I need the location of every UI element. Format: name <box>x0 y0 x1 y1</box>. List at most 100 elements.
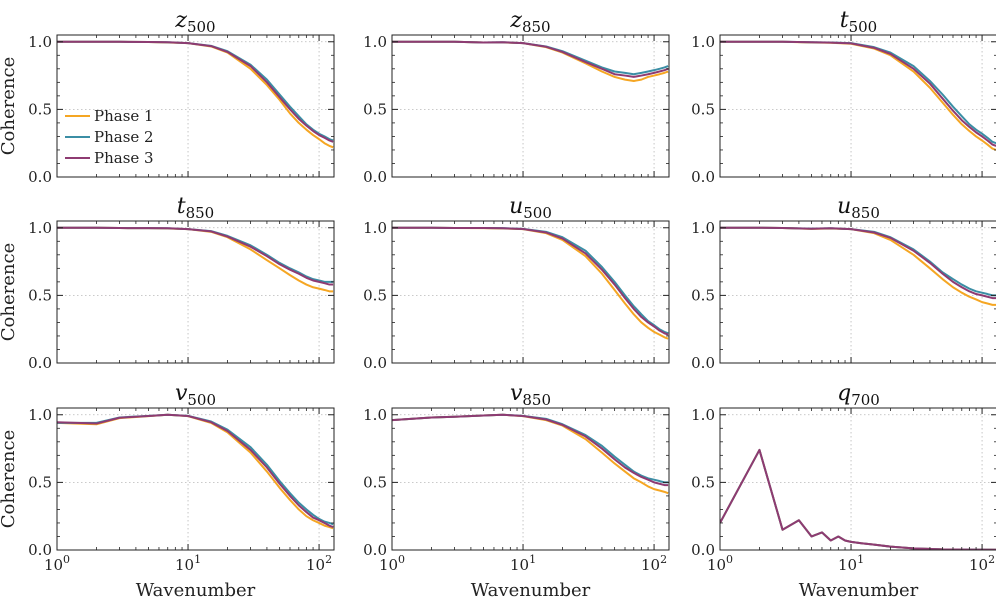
panel-v850: 0.0 0.5 1.0 100 101 102 Wavenumber v850 <box>363 381 670 601</box>
y-tick-label: 1.0 <box>363 406 387 424</box>
series-line-phase-3 <box>392 40 669 78</box>
y-tick-label: 0.0 <box>363 541 387 559</box>
panel-u850-series <box>720 226 996 306</box>
panel-z500-series <box>57 40 334 149</box>
series-line-phase-2 <box>57 413 334 526</box>
y-tick-label: 1.0 <box>363 219 387 237</box>
y-tick-label: 1.0 <box>28 406 52 424</box>
panel-t850-series <box>57 226 334 293</box>
y-tick-label: 0.5 <box>363 100 387 118</box>
x-axis-label: Wavenumber <box>799 580 919 601</box>
plot-frame <box>56 34 335 178</box>
panel-v850-grid <box>391 408 669 551</box>
series-line-phase-3 <box>57 413 334 528</box>
panel-t850-grid <box>56 221 334 364</box>
panel-u500-grid <box>391 221 669 364</box>
panel-u500-series <box>392 226 669 340</box>
panel-z500-ticks <box>56 35 334 178</box>
plot-frame <box>391 220 670 364</box>
panel-t500: 0.0 0.5 1.0 t500 <box>691 8 996 186</box>
panel-v500-grid <box>56 408 334 551</box>
y-tick-label: 0.5 <box>28 100 52 118</box>
panel-u850-grid <box>719 221 996 364</box>
legend: Phase 1 Phase 2 Phase 3 <box>65 107 154 167</box>
y-tick-label: 1.0 <box>28 33 52 51</box>
panel-t500-series <box>720 40 996 151</box>
panel-q700-ticks <box>719 408 996 551</box>
series-line-phase-3 <box>720 448 996 550</box>
y-axis-label: Coherence <box>0 430 19 528</box>
legend-label: Phase 3 <box>94 149 154 167</box>
panel-v850-series <box>392 413 669 495</box>
series-line-phase-1 <box>392 226 669 340</box>
y-tick-label: 1.0 <box>691 219 715 237</box>
plot-frame <box>719 220 996 364</box>
y-tick-label: 0.5 <box>363 473 387 491</box>
series-line-phase-3 <box>392 413 669 487</box>
series-line-phase-1 <box>392 413 669 495</box>
y-tick-label: 0.0 <box>363 354 387 372</box>
x-tick-label: 101 <box>175 553 201 574</box>
panel-t850-ticks <box>56 221 334 364</box>
panel-title-q700: q700 <box>837 381 880 409</box>
legend-label: Phase 1 <box>94 107 154 125</box>
y-tick-label: 0.5 <box>691 473 715 491</box>
panel-title-z850: z850 <box>509 8 550 36</box>
plot-frame <box>56 220 335 364</box>
panel-z850-ticks <box>391 35 669 178</box>
x-tick-label: 101 <box>838 553 864 574</box>
y-axis-label: Coherence <box>0 243 19 341</box>
y-tick-label: 0.5 <box>691 286 715 304</box>
panel-z850-series <box>392 40 669 82</box>
panel-title-z500: z500 <box>174 8 215 36</box>
series-line-phase-1 <box>720 226 996 306</box>
x-tick-label: 102 <box>969 553 995 574</box>
panel-u850-ticks <box>719 221 996 364</box>
plot-frame <box>391 34 670 178</box>
y-tick-label: 1.0 <box>691 406 715 424</box>
series-line-phase-3 <box>57 226 334 286</box>
x-tick-label: 101 <box>510 553 536 574</box>
panel-title-v500: v500 <box>175 381 216 409</box>
panel-v500: 0.0 0.5 1.0 100 101 102 Wavenumber Coherence v50… <box>0 381 335 601</box>
panel-v500-series <box>57 413 334 530</box>
plot-frame <box>56 407 335 551</box>
y-tick-label: 1.0 <box>363 33 387 51</box>
plot-frame <box>719 407 996 551</box>
panel-v500-ticks <box>56 408 334 551</box>
y-tick-label: 1.0 <box>28 219 52 237</box>
panel-q700-grid <box>719 408 996 551</box>
y-tick-label: 0.5 <box>28 286 52 304</box>
panel-u850: 0.0 0.5 1.0 u850 <box>691 194 996 372</box>
x-tick-label: 100 <box>707 553 733 574</box>
y-tick-label: 0.0 <box>691 354 715 372</box>
x-tick-label: 102 <box>641 553 667 574</box>
y-tick-label: 0.0 <box>28 168 52 186</box>
y-tick-label: 0.0 <box>691 541 715 559</box>
y-tick-label: 1.0 <box>691 33 715 51</box>
panel-u500: 0.0 0.5 1.0 u500 <box>363 194 670 372</box>
series-line-phase-2 <box>57 226 334 283</box>
panel-z850: 0.0 0.5 1.0 z850 <box>363 8 670 186</box>
series-line-phase-1 <box>720 40 996 151</box>
panel-title-u500: u500 <box>509 194 552 222</box>
series-line-phase-2 <box>392 226 669 335</box>
panel-title-t500: t500 <box>840 8 877 36</box>
y-tick-label: 0.5 <box>28 473 52 491</box>
panel-z850-grid <box>391 35 669 178</box>
panel-title-v850: v850 <box>510 381 551 409</box>
x-tick-label: 102 <box>306 553 332 574</box>
panel-q700-series <box>720 448 996 550</box>
y-tick-label: 0.5 <box>363 286 387 304</box>
series-line-phase-1 <box>720 448 996 550</box>
series-line-phase-3 <box>720 226 996 300</box>
series-line-phase-1 <box>57 226 334 293</box>
x-tick-label: 100 <box>44 553 70 574</box>
series-line-phase-2 <box>720 448 996 550</box>
series-line-phase-3 <box>57 40 334 143</box>
series-line-phase-3 <box>392 226 669 336</box>
y-tick-label: 0.0 <box>28 541 52 559</box>
y-tick-label: 0.0 <box>28 354 52 372</box>
panel-q700: 0.0 0.5 1.0 100 101 102 Wavenumber q700 <box>691 381 996 601</box>
